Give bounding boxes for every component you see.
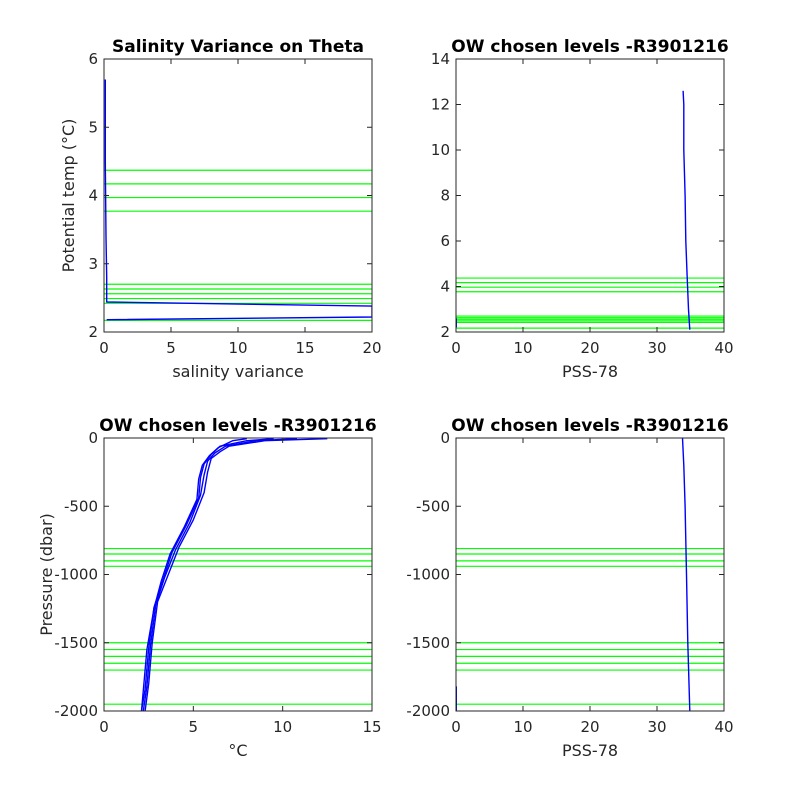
profile-series-1 — [682, 90, 691, 330]
x-tick-label: 5 — [166, 339, 176, 357]
x-tick-label: 40 — [714, 718, 733, 736]
y-tick-label: 0 — [88, 429, 98, 447]
y-tick-label: -1000 — [54, 566, 98, 584]
y-tick-label: -1000 — [406, 566, 450, 584]
y-tick-label: 12 — [431, 96, 450, 114]
y-tick-label: -2000 — [54, 702, 98, 720]
profile-series-1 — [144, 438, 328, 711]
profile-series-2 — [142, 438, 298, 711]
x-axis-label: PSS-78 — [562, 362, 618, 381]
x-tick-label: 20 — [580, 339, 599, 357]
x-tick-label: 0 — [99, 718, 109, 736]
y-tick-label: -500 — [416, 497, 450, 515]
x-tick-label: 0 — [451, 339, 461, 357]
y-axis-label: Pressure (dbar) — [37, 513, 56, 636]
y-tick-label: -1500 — [406, 634, 450, 652]
plot-area — [456, 90, 724, 330]
x-tick-label: 20 — [580, 718, 599, 736]
x-tick-label: 5 — [189, 718, 199, 736]
x-tick-label: 10 — [513, 339, 532, 357]
x-tick-label: 20 — [362, 339, 381, 357]
profile-series-1 — [681, 438, 691, 711]
x-tick-label: 10 — [228, 339, 247, 357]
y-tick-label: 8 — [440, 187, 450, 205]
y-tick-label: 5 — [88, 118, 98, 136]
y-tick-label: 10 — [431, 141, 450, 159]
y-tick-label: -2000 — [406, 702, 450, 720]
axes-frame — [103, 58, 373, 333]
x-tick-label: 0 — [99, 339, 109, 357]
y-tick-label: -1500 — [54, 634, 98, 652]
y-tick-label: 2 — [440, 323, 450, 341]
x-tick-label: 15 — [295, 339, 314, 357]
x-tick-label: 40 — [714, 339, 733, 357]
chart-title: Salinity Variance on Theta — [112, 37, 364, 57]
y-tick-label: 6 — [88, 50, 98, 68]
profile-series-1 — [104, 79, 372, 321]
y-tick-label: 6 — [440, 232, 450, 250]
y-tick-label: -500 — [64, 497, 98, 515]
y-tick-label: 4 — [88, 187, 98, 205]
chart-title: OW chosen levels -R3901216 — [451, 37, 728, 57]
y-tick-label: 0 — [440, 429, 450, 447]
x-tick-label: 30 — [647, 339, 666, 357]
profile-series-4 — [140, 438, 247, 711]
x-tick-label: 30 — [647, 718, 666, 736]
y-tick-label: 4 — [440, 278, 450, 296]
plot-area — [104, 438, 372, 711]
plot-area — [104, 79, 372, 321]
x-axis-label: salinity variance — [172, 362, 303, 381]
chart-title: OW chosen levels -R3901216 — [99, 416, 376, 436]
x-tick-label: 0 — [451, 718, 461, 736]
x-tick-label: 10 — [513, 718, 532, 736]
x-axis-label: °C — [228, 741, 247, 760]
x-tick-label: 10 — [273, 718, 292, 736]
x-tick-label: 15 — [362, 718, 381, 736]
chart-title: OW chosen levels -R3901216 — [451, 416, 728, 436]
y-tick-label: 14 — [431, 50, 450, 68]
subplot-1: 0 5 10 15 20 2 3 4 5 6 Salinity Variance on Theta s… — [59, 37, 382, 381]
plot-area — [456, 438, 724, 711]
y-tick-label: 2 — [88, 323, 98, 341]
x-axis-label: PSS-78 — [562, 741, 618, 760]
y-axis-label: Potential temp (°C) — [59, 119, 78, 273]
y-tick-label: 3 — [88, 255, 98, 273]
